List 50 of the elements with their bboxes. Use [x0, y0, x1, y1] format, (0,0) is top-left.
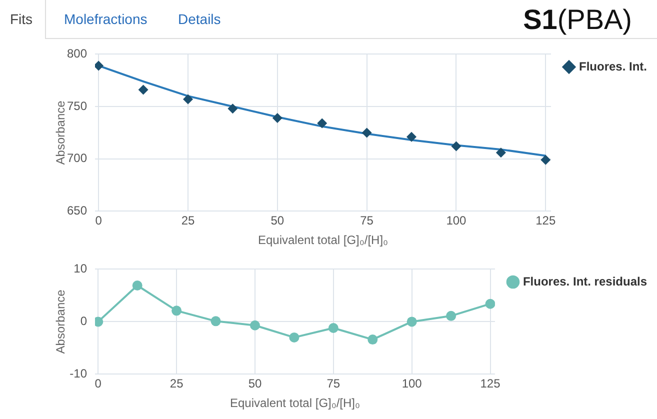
x-tick-label: 50: [248, 376, 262, 391]
x-axis-title: Equivalent total [G]₀/[H]₀: [230, 396, 360, 410]
text: Details: [178, 10, 221, 29]
point: [250, 320, 260, 330]
x-tick-label: 100: [446, 214, 467, 228]
point: [182, 94, 193, 104]
x-tick-label: 125: [480, 376, 501, 391]
point: [328, 323, 338, 333]
x-axis-title: Equivalent total [G]₀/[H]₀: [258, 233, 388, 248]
y-tick-label: 10: [74, 262, 88, 276]
legend-label: Fluores. Int. residuals: [522, 274, 648, 288]
y-tick-label: 750: [66, 98, 88, 113]
x-tick-label: 100: [402, 376, 422, 391]
y-axis-title: Absorbance: [54, 289, 68, 354]
x-tick-label: 0: [94, 376, 102, 391]
point: [272, 113, 282, 124]
point: [138, 84, 148, 95]
x-tick-label: 75: [360, 214, 374, 228]
point: [210, 316, 221, 326]
point: [446, 310, 456, 321]
x-tick-label: 0: [95, 214, 102, 228]
point: [540, 154, 551, 165]
y-axis-title: Absorbance: [54, 100, 68, 165]
point: [228, 104, 238, 114]
chart-title: S1(PBA): [523, 4, 632, 36]
text: Molefractions: [64, 10, 148, 29]
x-tick-label: 25: [181, 214, 195, 228]
x-tick-label: 125: [536, 214, 556, 228]
point: [406, 316, 417, 327]
point: [362, 128, 372, 138]
legend-label: Fluores. Int.: [578, 59, 648, 74]
text: Fits: [0, 0, 46, 39]
point: [451, 141, 462, 152]
x-tick-label: 25: [170, 376, 184, 391]
x-tick-label: 50: [270, 214, 284, 228]
y-tick-label: -10: [70, 366, 88, 381]
y-tick-label: 700: [66, 151, 88, 166]
point: [406, 132, 417, 142]
point: [289, 332, 300, 342]
point: [132, 280, 142, 290]
point: [317, 118, 328, 128]
point: [485, 298, 495, 309]
point: [368, 334, 378, 345]
point: [172, 306, 182, 316]
y-tick-label: 0: [80, 314, 88, 328]
y-tick-label: 650: [66, 204, 88, 218]
point: [496, 148, 506, 158]
x-tick-label: 75: [326, 376, 340, 391]
y-tick-label: 800: [66, 46, 88, 61]
point: [95, 60, 104, 71]
